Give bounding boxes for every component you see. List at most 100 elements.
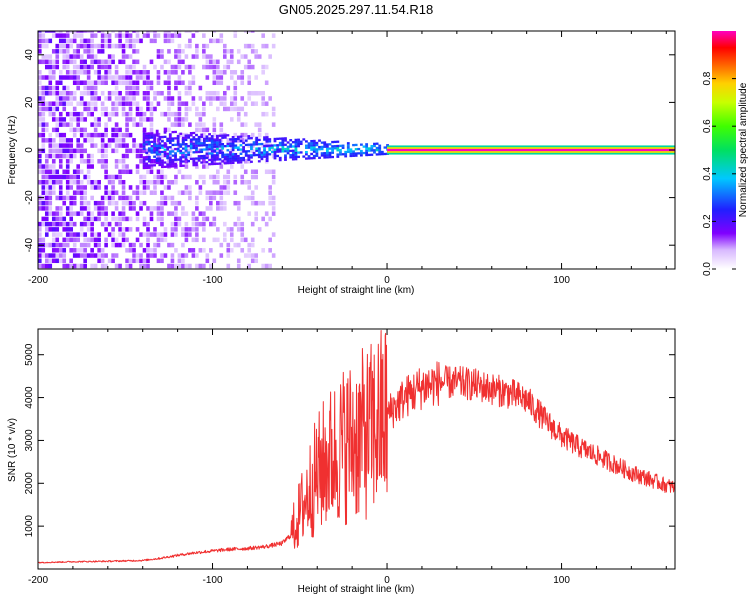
heatmap-cell bbox=[161, 140, 164, 143]
heatmap-cell bbox=[250, 156, 253, 159]
heatmap-cell bbox=[210, 135, 214, 138]
heatmap-cell bbox=[97, 179, 101, 185]
heatmap-cell bbox=[121, 190, 126, 195]
heatmap-cell bbox=[76, 64, 80, 70]
heatmap-cell bbox=[58, 75, 63, 80]
heatmap-cell bbox=[195, 227, 199, 232]
heatmap-cell bbox=[210, 160, 214, 164]
heatmap-cell bbox=[177, 75, 182, 80]
heatmap-cell bbox=[149, 59, 154, 65]
heatmap-cell bbox=[44, 211, 49, 216]
heatmap-cell bbox=[161, 144, 164, 147]
heatmap-cell bbox=[107, 75, 112, 80]
heatmap-cell bbox=[234, 144, 238, 147]
heatmap-cell bbox=[222, 206, 227, 211]
heatmap-cell bbox=[155, 151, 159, 154]
spectrogram-xtick-label: 100 bbox=[553, 275, 570, 286]
heatmap-cell bbox=[79, 153, 84, 159]
heatmap-cell bbox=[114, 122, 119, 127]
heatmap-cell bbox=[93, 127, 98, 133]
heatmap-cell bbox=[160, 179, 164, 185]
heatmap-cell bbox=[273, 150, 277, 153]
heatmap-cell bbox=[174, 152, 177, 155]
snr-xtick-label: -200 bbox=[28, 575, 48, 586]
heatmap-cell bbox=[111, 31, 115, 33]
heatmap-cell bbox=[163, 59, 168, 65]
heatmap-cell bbox=[271, 33, 276, 38]
heatmap-cell bbox=[176, 137, 180, 140]
heatmap-cell bbox=[76, 85, 80, 91]
heatmap-cell bbox=[229, 164, 234, 169]
heatmap-cell bbox=[65, 31, 70, 33]
heatmap-cell bbox=[93, 132, 98, 138]
heatmap-cell bbox=[254, 90, 259, 96]
heatmap-cell bbox=[44, 164, 49, 169]
heatmap-cell bbox=[219, 200, 224, 206]
heatmap-cell bbox=[38, 232, 42, 237]
heatmap-cell bbox=[202, 156, 206, 160]
heatmap-cell bbox=[291, 141, 295, 144]
heatmap-cell bbox=[219, 75, 224, 80]
heatmap-cell bbox=[100, 49, 105, 54]
heatmap-cell bbox=[160, 232, 164, 237]
heatmap-cell bbox=[250, 160, 253, 163]
heatmap-cell bbox=[153, 31, 157, 33]
heatmap-cell bbox=[62, 263, 67, 269]
heatmap-cell bbox=[216, 227, 220, 232]
heatmap-cell bbox=[142, 134, 146, 138]
heatmap-cell bbox=[153, 138, 156, 141]
heatmap-cell bbox=[198, 174, 203, 180]
heatmap-cell bbox=[79, 179, 84, 185]
heatmap-cell bbox=[236, 117, 241, 122]
heatmap-cell bbox=[331, 151, 334, 154]
heatmap-cell bbox=[93, 59, 98, 65]
heatmap-cell bbox=[41, 237, 46, 243]
heatmap-cell bbox=[202, 216, 206, 222]
heatmap-cell bbox=[76, 190, 80, 195]
heatmap-cell bbox=[90, 216, 94, 222]
heatmap-cell bbox=[320, 152, 324, 155]
heatmap-cell bbox=[125, 80, 129, 86]
heatmap-cell bbox=[365, 151, 369, 155]
heatmap-cell bbox=[149, 80, 154, 86]
heatmap-cell bbox=[349, 152, 353, 155]
heatmap-cell bbox=[257, 227, 262, 232]
heatmap-cell bbox=[135, 70, 140, 75]
heatmap-cell bbox=[104, 64, 108, 70]
heatmap-cell bbox=[221, 151, 225, 154]
heatmap-cell bbox=[174, 158, 177, 161]
heatmap-cell bbox=[212, 70, 217, 75]
heatmap-cell bbox=[263, 147, 266, 150]
heatmap-cell bbox=[69, 206, 74, 211]
heatmap-cell bbox=[243, 101, 248, 106]
heatmap-cell bbox=[198, 127, 203, 133]
heatmap-cell bbox=[276, 137, 280, 140]
heatmap-cell bbox=[191, 64, 196, 70]
heatmap-cell bbox=[48, 54, 53, 59]
heatmap-cell bbox=[97, 232, 101, 237]
heatmap-cell bbox=[268, 200, 272, 206]
heatmap-cell bbox=[184, 153, 188, 157]
heatmap-cell bbox=[72, 200, 77, 206]
heatmap-cell bbox=[38, 85, 42, 91]
heatmap-cell bbox=[160, 206, 164, 211]
heatmap-cell bbox=[65, 179, 70, 185]
heatmap-cell bbox=[86, 227, 91, 232]
heatmap-cell bbox=[160, 195, 164, 201]
heatmap-cell bbox=[195, 31, 199, 33]
heatmap-cell bbox=[135, 85, 140, 91]
heatmap-cell bbox=[125, 117, 129, 122]
heatmap-cell bbox=[195, 159, 199, 164]
heatmap-cell bbox=[197, 150, 201, 154]
heatmap-cell bbox=[65, 43, 70, 49]
heatmap-cell bbox=[370, 147, 374, 150]
heatmap-cell bbox=[250, 195, 255, 201]
heatmap-cell bbox=[264, 132, 269, 138]
heatmap-cell bbox=[90, 211, 94, 216]
heatmap-cell bbox=[226, 138, 231, 143]
heatmap-cell bbox=[233, 96, 238, 101]
heatmap-cell bbox=[177, 106, 182, 112]
heatmap-cell bbox=[257, 160, 261, 163]
heatmap-cell bbox=[195, 111, 199, 117]
